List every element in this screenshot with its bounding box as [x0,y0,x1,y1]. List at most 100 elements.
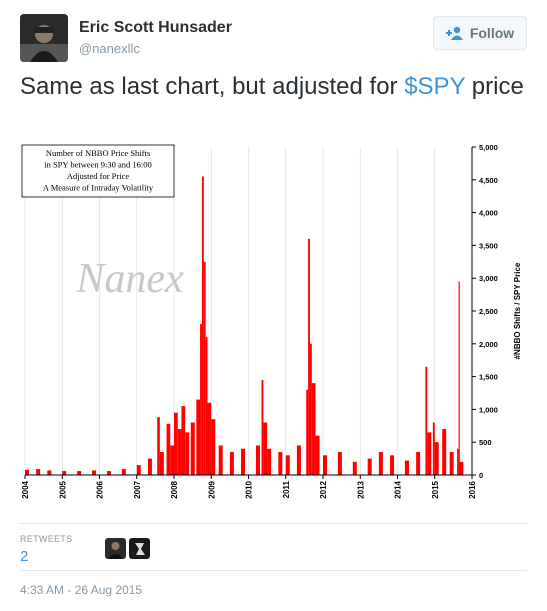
divider-bottom [20,570,527,571]
retweeter-avatar-1[interactable] [105,538,126,559]
bar [25,469,29,475]
bar [323,455,327,475]
bar [62,471,67,475]
bar [306,389,309,475]
chart-watermark: Nanex [75,256,184,302]
bar [136,465,141,475]
bar [278,452,283,475]
bar [296,445,301,475]
tweet-text: Same as last chart, but adjusted for $SP… [20,72,530,102]
bar [315,435,320,475]
x-tick-label: 2012 [319,480,328,498]
x-tick-label: 2006 [96,480,105,498]
series-bars [25,176,464,475]
tweet-timestamp[interactable]: 4:33 AM - 26 Aug 2015 [20,583,143,597]
x-tick-label: 2007 [133,480,142,498]
bar [205,337,208,475]
bar [457,448,459,475]
bar [432,422,435,475]
y-tick-label: 5,000 [479,143,498,152]
author-name[interactable]: Eric Scott Hunsader [79,19,232,36]
y-tick-label: 1,500 [479,373,498,382]
y-tick-label: 500 [479,438,492,447]
bar [337,452,342,475]
bar [211,419,216,475]
bar [378,452,383,475]
bar [434,442,439,475]
author-handle[interactable]: @nanexllc [79,41,140,56]
y-tick-label: 3,500 [479,241,498,250]
x-ticks: 2004 2005 2006 2007 2008 2009 2010 2011 2012 2013… [21,475,477,499]
y-tick-label: 2,500 [479,307,498,316]
tweet-text-before: Same as last chart, but adjusted for [20,73,405,100]
bar [367,458,372,475]
bar [255,445,260,475]
divider-top [20,523,527,524]
follow-button[interactable]: Follow [433,16,527,50]
bar [390,455,395,475]
x-tick-label: 2009 [207,480,216,498]
y-axis-label: #NBBO Shifts / SPY Price [513,262,522,359]
retweets-label: RETWEETS [20,534,73,544]
follow-label: Follow [469,25,515,41]
bar [241,448,246,475]
y-tick-label: 4,000 [479,209,498,218]
chart-image[interactable]: Nanex Number of NBBO Price Shifts in SPY … [20,140,527,507]
bar [47,470,52,475]
bar [285,455,290,475]
bar [177,429,182,475]
bar [166,423,171,475]
bar [427,432,432,475]
bar [229,452,234,475]
legend-box-line: Adjusted for Price [67,171,130,181]
retweeter-avatar-2[interactable] [129,538,150,559]
legend-box-line: A Measure of Intraday Volatility [43,183,154,193]
bar [267,448,272,475]
retweets-count[interactable]: 2 [20,548,29,565]
bar [201,176,204,475]
bar [459,461,464,475]
bar [218,445,223,475]
bar [425,366,428,475]
bar [157,417,160,475]
bar [174,412,178,475]
chart-svg: Nanex Number of NBBO Price Shifts in SPY … [20,140,527,507]
retweet-stats[interactable]: RETWEETS 2 [20,534,72,565]
add-user-icon [445,26,464,40]
bar [170,445,174,475]
x-tick-label: 2013 [356,480,365,498]
x-tick-label: 2008 [170,480,179,498]
y-tick-label: 4,500 [479,176,498,185]
bar [352,461,357,475]
bar [200,324,202,475]
bar [92,470,97,475]
bar [442,429,447,475]
bar [458,281,460,475]
bar [263,422,268,475]
x-tick-label: 2016 [468,480,477,498]
bar [121,469,126,475]
bar [185,432,190,475]
x-tick-label: 2004 [21,480,30,498]
bar [77,471,82,475]
bar [181,406,186,475]
bar [190,422,195,475]
y-tick-label: 3,000 [479,274,498,283]
bar [36,469,41,475]
bar [416,452,421,475]
legend-box-line: in SPY between 9:30 and 16:00 [44,160,152,170]
bar [196,399,201,475]
bar [404,460,409,475]
bar [449,452,454,475]
chart-legend-box: Number of NBBO Price Shifts in SPY betwee… [21,144,175,198]
bar [261,379,264,475]
author-avatar[interactable] [20,14,68,62]
x-tick-label: 2005 [58,480,67,498]
cashtag-link[interactable]: $SPY [404,73,466,100]
bar [207,402,212,475]
bar [159,452,164,475]
x-tick-label: 2014 [394,480,403,498]
bar [106,471,111,475]
bar [309,343,312,475]
y-tick-label: 1,000 [479,405,498,414]
